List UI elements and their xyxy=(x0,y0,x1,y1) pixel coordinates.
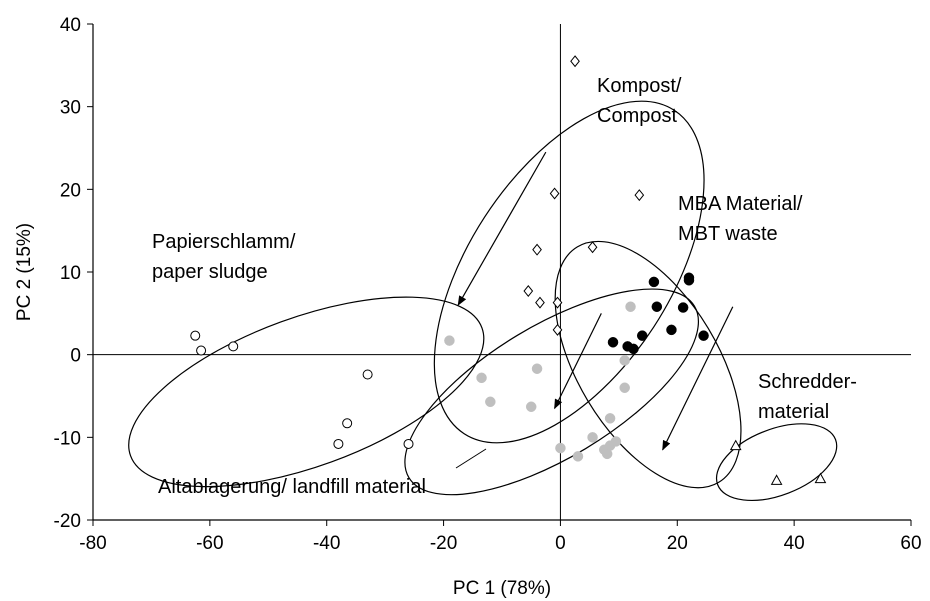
ellipse-mba-material-mbt-waste xyxy=(554,240,742,489)
trend-arrow-1 xyxy=(457,151,547,306)
label-papierschlamm-line: Papierschlamm/ xyxy=(152,231,296,253)
point-kompost-compost xyxy=(552,296,563,309)
x-tick-label: -80 xyxy=(79,533,106,554)
label-papierschlamm-line: paper sludge xyxy=(152,261,268,283)
label-kompost-line: Compost xyxy=(597,105,677,127)
point-altablagerung-landfill-material xyxy=(555,442,566,454)
point-papierschlamm-paper-sludge xyxy=(333,438,344,449)
y-tick-label: -10 xyxy=(54,428,81,449)
group-ellipses xyxy=(128,100,838,502)
label-mba-material-line: MBT waste xyxy=(678,223,778,245)
x-tick-label: -60 xyxy=(196,533,223,554)
point-altablagerung-landfill-material xyxy=(610,436,622,447)
point-papierschlamm-paper-sludge xyxy=(190,330,201,341)
point-altablagerung-landfill-material xyxy=(619,382,630,393)
label-altablagerung-line: Altablagerung/ landfill material xyxy=(158,476,426,498)
label-altablagerung: Altablagerung/ landfill material xyxy=(158,476,426,498)
trend-arrow-2 xyxy=(554,313,602,410)
x-axis-title: PC 1 (78%) xyxy=(453,578,551,599)
group-labels: Kompost/Compost MBA Material/MBT waste Pap… xyxy=(152,75,857,498)
trend-arrow-3 xyxy=(662,306,734,451)
y-tick-label: 0 xyxy=(70,346,81,367)
point-altablagerung-landfill-material xyxy=(604,413,616,424)
trend-arrows xyxy=(457,151,734,451)
label-schredder-line: material xyxy=(758,401,829,423)
point-kompost-compost xyxy=(532,243,542,256)
label-schredder: Schredder-material xyxy=(758,371,857,423)
point-altablagerung-landfill-material xyxy=(619,355,630,366)
ellipse-kompost-compost xyxy=(433,100,705,444)
point-kompost-compost xyxy=(523,285,534,298)
point-kompost-compost xyxy=(570,55,580,68)
label-kompost-line: Kompost/ xyxy=(597,75,682,97)
point-altablagerung-landfill-material xyxy=(476,372,487,384)
y-tick-label: 30 xyxy=(60,98,81,119)
point-papierschlamm-paper-sludge xyxy=(228,341,239,352)
point-altablagerung-landfill-material xyxy=(572,451,584,462)
point-mba-material-mbt-waste xyxy=(683,275,695,286)
point-mba-material-mbt-waste xyxy=(651,301,663,312)
point-mba-material-mbt-waste xyxy=(677,302,689,313)
point-altablagerung-landfill-material xyxy=(531,363,543,374)
ellipse-schredder-material xyxy=(715,423,838,502)
point-kompost-compost xyxy=(587,241,598,254)
y-tick-label: -20 xyxy=(54,511,81,532)
point-altablagerung-landfill-material xyxy=(485,396,496,408)
reference-lines xyxy=(93,24,911,520)
data-points xyxy=(190,55,827,485)
x-tick-label: 60 xyxy=(900,533,921,554)
point-kompost-compost xyxy=(634,189,645,202)
point-mba-material-mbt-waste xyxy=(648,276,660,288)
point-mba-material-mbt-waste xyxy=(698,330,709,341)
point-altablagerung-landfill-material xyxy=(625,301,636,312)
label-mba-material: MBA Material/MBT waste xyxy=(678,193,803,245)
point-altablagerung-landfill-material xyxy=(587,432,598,443)
label-schredder-line: Schredder- xyxy=(758,371,857,393)
point-papierschlamm-paper-sludge xyxy=(362,369,373,380)
x-tick-label: 40 xyxy=(784,533,805,554)
point-schredder-material xyxy=(814,472,827,484)
label-papierschlamm: Papierschlamm/paper sludge xyxy=(152,231,296,283)
point-altablagerung-landfill-material xyxy=(525,401,537,412)
point-papierschlamm-paper-sludge xyxy=(196,345,207,356)
y-tick-label: 40 xyxy=(60,15,81,36)
y-tick-label: 20 xyxy=(60,180,81,201)
point-mba-material-mbt-waste xyxy=(666,324,677,336)
label-leader-line xyxy=(455,448,487,469)
point-mba-material-mbt-waste xyxy=(636,330,648,341)
x-tick-label: 0 xyxy=(555,533,566,554)
x-tick-label: 20 xyxy=(667,533,688,554)
point-kompost-compost xyxy=(535,296,545,309)
point-kompost-compost xyxy=(552,323,563,336)
y-tick-label: 10 xyxy=(60,263,81,284)
label-kompost: Kompost/Compost xyxy=(597,75,682,127)
point-schredder-material xyxy=(770,474,783,485)
ellipse-altablagerung-landfill-material xyxy=(404,288,700,496)
y-axis-title: PC 2 (15%) xyxy=(14,223,35,321)
point-mba-material-mbt-waste xyxy=(628,343,639,355)
ellipse-papierschlamm-paper-sludge xyxy=(128,296,485,488)
point-kompost-compost xyxy=(549,187,560,200)
point-altablagerung-landfill-material xyxy=(444,335,455,346)
point-papierschlamm-paper-sludge xyxy=(403,438,414,449)
label-mba-material-line: MBA Material/ xyxy=(678,193,803,215)
point-papierschlamm-paper-sludge xyxy=(342,418,353,429)
tick-labels: -80 -60 -40 -20 0 20 40 60 -20 -10 0 10 20 30 40 xyxy=(54,15,922,554)
point-schredder-material xyxy=(729,439,742,451)
x-tick-label: -20 xyxy=(430,533,457,554)
x-tick-label: -40 xyxy=(313,533,340,554)
point-mba-material-mbt-waste xyxy=(607,337,619,348)
